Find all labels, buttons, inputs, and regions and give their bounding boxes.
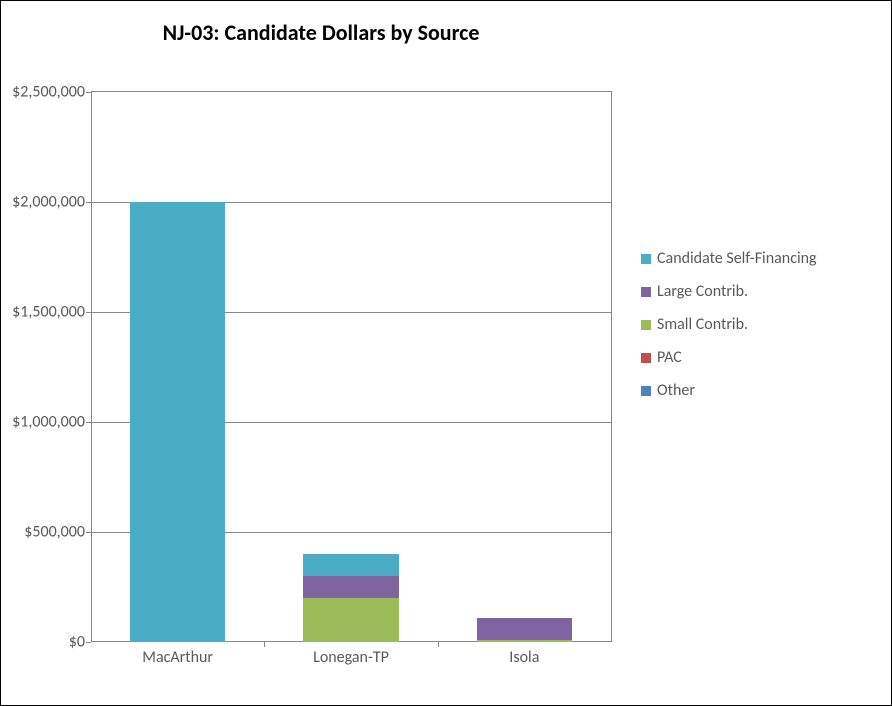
y-tick-label: $500,000 (24, 523, 85, 542)
legend-item: Large Contrib. (641, 282, 817, 301)
legend-label: PAC (657, 348, 682, 367)
legend-item: Small Contrib. (641, 315, 817, 334)
legend-label: Candidate Self-Financing (657, 249, 817, 268)
legend-label: Large Contrib. (657, 282, 748, 301)
plot-area: $0$500,000$1,000,000$1,500,000$2,000,000… (91, 91, 612, 642)
legend: Candidate Self-Financing Large Contrib. Sm… (641, 249, 817, 414)
bar-segment (303, 576, 398, 598)
y-tick-label: $2,500,000 (12, 83, 85, 102)
y-tick-mark (86, 312, 91, 313)
x-tick-mark (264, 642, 265, 647)
x-tick-label: MacArthur (142, 648, 213, 667)
bar-segment (130, 202, 225, 642)
bar-segment (477, 618, 572, 640)
legend-label: Other (657, 381, 695, 400)
legend-swatch (641, 320, 651, 330)
bar-segment (303, 598, 398, 642)
y-tick-mark (86, 92, 91, 93)
y-tick-label: $2,000,000 (12, 193, 85, 212)
chart-title: NJ-03: Candidate Dollars by Source (1, 19, 641, 46)
y-tick-mark (86, 202, 91, 203)
legend-item: PAC (641, 348, 817, 367)
y-tick-label: $0 (69, 633, 85, 652)
y-axis-line (91, 92, 92, 642)
y-tick-label: $1,500,000 (12, 303, 85, 322)
legend-swatch (641, 353, 651, 363)
legend-swatch (641, 386, 651, 396)
y-tick-label: $1,000,000 (12, 413, 85, 432)
bar-segment (477, 640, 572, 642)
y-tick-mark (86, 422, 91, 423)
legend-item: Other (641, 381, 817, 400)
y-tick-mark (86, 532, 91, 533)
legend-swatch (641, 287, 651, 297)
chart-frame: NJ-03: Candidate Dollars by Source $0$50… (0, 0, 892, 706)
x-tick-mark (438, 642, 439, 647)
bar-segment (303, 554, 398, 576)
legend-item: Candidate Self-Financing (641, 249, 817, 268)
legend-swatch (641, 254, 651, 264)
x-tick-label: Lonegan-TP (313, 648, 389, 667)
x-tick-label: Isola (509, 648, 539, 667)
y-tick-mark (86, 642, 91, 643)
legend-label: Small Contrib. (657, 315, 748, 334)
